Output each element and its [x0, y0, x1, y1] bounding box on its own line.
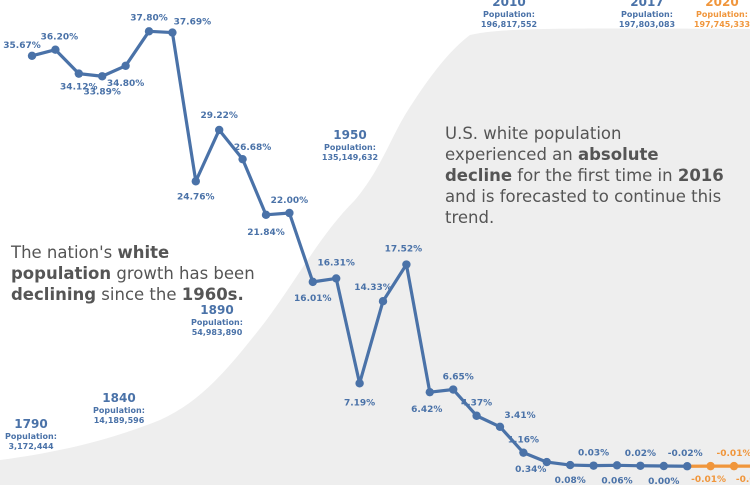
- population-year: 1840: [102, 391, 135, 405]
- data-label: 24.76%: [177, 192, 215, 202]
- population-year: 2010: [492, 0, 525, 9]
- data-label: 33.89%: [83, 87, 121, 97]
- data-point: [191, 177, 200, 186]
- data-label: 6.42%: [411, 405, 442, 415]
- data-label: -0.02%: [668, 449, 703, 459]
- population-year: 2017: [630, 0, 663, 9]
- data-label: 34.12%: [60, 83, 98, 93]
- data-label: 0.34%: [515, 465, 546, 475]
- growth-rate-points: [27, 27, 739, 471]
- data-label: 29.22%: [200, 111, 238, 121]
- data-point: [636, 461, 645, 470]
- data-label: 1.16%: [508, 436, 539, 446]
- data-point: [472, 411, 481, 420]
- data-label: 16.01%: [294, 294, 332, 304]
- data-point: [612, 461, 622, 470]
- population-caption: Population:: [93, 406, 145, 415]
- data-label: 37.69%: [174, 18, 212, 28]
- data-point: [332, 274, 341, 283]
- left-annotation: The nation's white population growth has…: [11, 243, 255, 304]
- data-point: [74, 69, 84, 78]
- population-year: 2020: [705, 0, 738, 9]
- population-area: [0, 28, 750, 485]
- data-label: 14.33%: [354, 283, 392, 293]
- data-point: [402, 260, 411, 269]
- data-label: 35.67%: [3, 41, 41, 51]
- data-label: 16.31%: [317, 258, 355, 268]
- data-label: 17.52%: [385, 245, 423, 255]
- forecast-data-label: -0.01%: [691, 475, 726, 485]
- data-label: 0.00%: [648, 477, 679, 485]
- forecast-point: [706, 461, 715, 471]
- data-point: [144, 27, 154, 36]
- population-caption: Population:: [5, 432, 57, 441]
- population-area-shape: [0, 28, 750, 485]
- population-labels: 1790Population:3,172,4441840Population:1…: [5, 0, 750, 451]
- data-point: [238, 154, 247, 164]
- data-label: 3.41%: [504, 411, 535, 421]
- population-value: 14,189,596: [94, 416, 145, 425]
- population-value: 54,983,890: [192, 328, 243, 337]
- data-label: 34.80%: [107, 79, 145, 89]
- data-label: 37.80%: [130, 13, 168, 23]
- forecast-data-label: -0.01%: [717, 449, 750, 459]
- data-label: 0.02%: [625, 449, 656, 459]
- population-caption: Population:: [696, 10, 748, 19]
- data-point: [659, 461, 668, 471]
- population-value: 135,149,632: [322, 153, 378, 162]
- data-point: [683, 462, 692, 471]
- data-point: [449, 385, 458, 394]
- data-label: 22.00%: [271, 196, 309, 206]
- data-label: 0.03%: [578, 449, 609, 459]
- population-year: 1790: [14, 417, 47, 431]
- data-point: [261, 210, 271, 220]
- data-label: 0.08%: [555, 476, 586, 485]
- data-point: [519, 448, 528, 457]
- population-caption: Population:: [621, 10, 673, 19]
- data-point: [121, 61, 130, 70]
- data-point: [589, 461, 598, 470]
- data-point: [495, 422, 505, 431]
- data-point: [27, 51, 37, 60]
- data-point: [168, 28, 177, 37]
- forecast-data-label: -0.01%: [736, 475, 750, 485]
- data-label: 7.19%: [344, 398, 375, 408]
- growth-rate-labels: 35.67%36.20% 34.12%33.89%34.80% 37.80% 37.6…: [3, 13, 750, 485]
- population-value: 3,172,444: [8, 442, 53, 451]
- data-point: [51, 45, 60, 54]
- data-label: 0.06%: [601, 476, 632, 485]
- data-label: 4.37%: [461, 399, 492, 409]
- data-point: [285, 208, 294, 218]
- data-point: [566, 460, 575, 470]
- right-annotation: U.S. white population experienced an abs…: [445, 124, 724, 227]
- population-caption: Population:: [191, 318, 243, 327]
- data-point: [378, 297, 388, 306]
- data-point: [308, 277, 317, 287]
- data-label: 26.68%: [234, 143, 272, 153]
- data-point: [542, 457, 551, 467]
- population-caption: Population:: [483, 10, 535, 19]
- data-label: 21.84%: [247, 228, 285, 238]
- population-value: 197,745,333: [694, 20, 750, 29]
- population-caption: Population:: [324, 143, 376, 152]
- population-value: 196,817,552: [481, 20, 537, 29]
- data-label: 36.20%: [41, 33, 79, 43]
- population-value: 197,803,083: [619, 20, 675, 29]
- data-point: [355, 379, 364, 388]
- population-year: 1950: [333, 128, 366, 142]
- data-label: 6.65%: [443, 373, 474, 383]
- data-point: [425, 387, 434, 397]
- data-point: [98, 72, 107, 81]
- data-point: [215, 125, 224, 135]
- forecast-point: [729, 461, 739, 471]
- population-year: 1890: [200, 303, 233, 317]
